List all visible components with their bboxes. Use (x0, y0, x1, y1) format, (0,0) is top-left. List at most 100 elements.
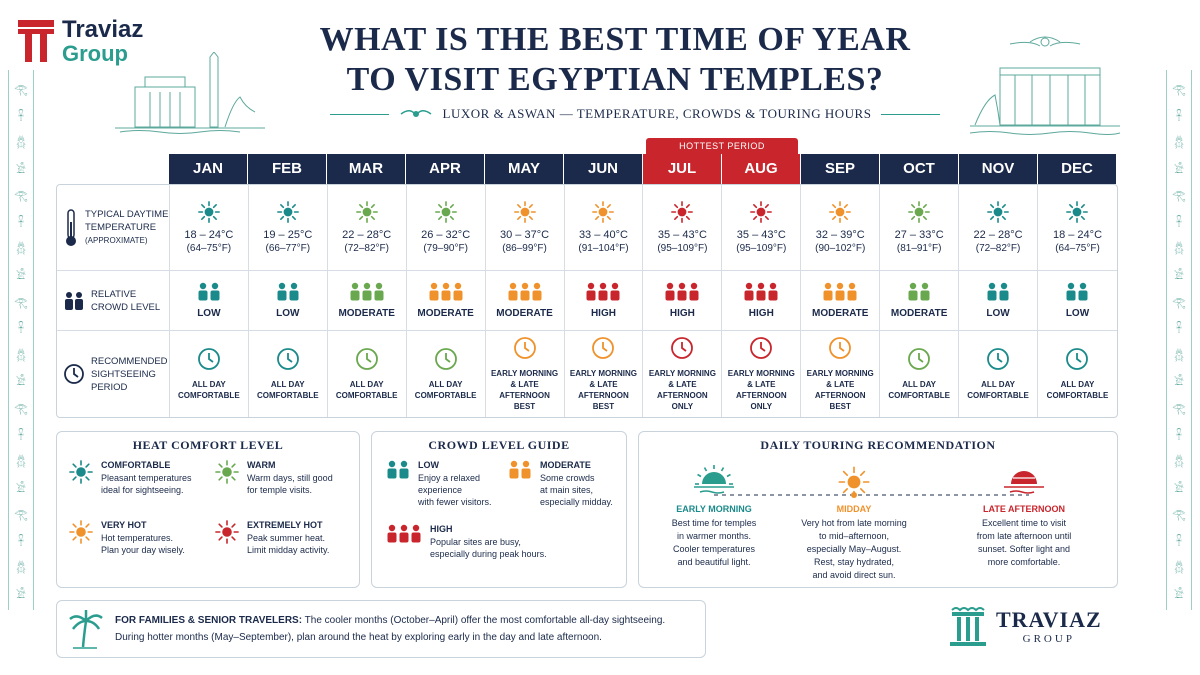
winged-sun-icon (400, 110, 431, 117)
touring-desc-line1: Excellent time to visit (981, 518, 1067, 528)
title-line-1: WHAT IS THE BEST TIME OF YEAR (319, 21, 911, 58)
heat-comfort-panel: HEAT COMFORT LEVEL COMFORTABLE Pleasant t… (56, 431, 360, 588)
month-header-sep[interactable]: SEP (801, 154, 880, 184)
crowd-icon (350, 282, 384, 301)
temp-cell: 33 – 40°C (91–104°F) (565, 185, 644, 270)
clock-icon (355, 348, 378, 370)
crowd-desc-line2: at main sites, (540, 485, 594, 495)
crowd-icon (509, 460, 531, 479)
touring-desc-line2: from late afternoon until (976, 531, 1072, 541)
temp-celsius: 32 – 39°C (815, 229, 865, 241)
temp-celsius: 35 – 43°C (657, 229, 707, 241)
crowd-desc-line1: Some crowds (540, 473, 595, 483)
temp-fahrenheit: (64–75°F) (186, 243, 232, 254)
heat-legend-text: COMFORTABLE Pleasant temperatures ideal fo… (101, 460, 192, 496)
sun-icon (592, 201, 615, 223)
crowd-legend-item-moderate: MODERATE Some crowds at main sites, especia… (508, 460, 613, 508)
sightseeing-line-2: & LATE AFTERNOON (578, 380, 629, 400)
sightseeing-period: ALL DAY COMFORTABLE (178, 379, 240, 401)
touring-item-title: EARLY MORNING (676, 504, 752, 514)
crowd-label-line1: RELATIVE (91, 288, 137, 300)
temp-fahrenheit: (91–104°F) (578, 243, 629, 254)
brand-bottom-line2: GROUP (1022, 633, 1075, 645)
temp-fahrenheit: (72–82°F) (344, 243, 389, 254)
temp-fahrenheit: (66–77°F) (265, 243, 311, 254)
month-header-aug[interactable]: AUG (722, 154, 801, 184)
sightseeing-row: RECOMMENDED SIGHTSEEING PERIOD ALL DAY CO… (57, 331, 1117, 417)
sun-icon (513, 201, 536, 223)
crowd-cell: HIGH (722, 271, 802, 330)
crowd-icon (908, 282, 930, 301)
temp-celsius: 22 – 28°C (973, 229, 1023, 241)
crowd-desc-line2: experience (418, 485, 463, 495)
brand-name-line2: Group (62, 41, 128, 66)
month-header-jun[interactable]: JUN (564, 154, 643, 184)
clock-icon (64, 364, 84, 384)
sightseeing-line-3: BEST (592, 402, 615, 411)
sightseeing-cell: ALL DAY COMFORTABLE (1038, 331, 1117, 417)
sightseeing-line-1: EARLY MORNING (569, 369, 638, 378)
sightseeing-line-3: ONLY (750, 402, 773, 411)
touring-desc-line1: Very hot from late morning (801, 518, 907, 528)
heat-legend-text: WARM Warm days, still good for temple visi… (247, 460, 333, 496)
month-header-mar[interactable]: MAR (327, 154, 406, 184)
month-header-dec[interactable]: DEC (1038, 154, 1117, 184)
crowd-icon (508, 282, 542, 301)
column-logo-icon (950, 607, 986, 646)
sun-icon (434, 201, 457, 223)
crowd-row: RELATIVE CROWD LEVEL LOW LOW MODERATE MODER… (57, 271, 1117, 331)
sightseeing-period: EARLY MORNING & LATE AFTERNOON BEST (486, 368, 564, 412)
temp-fahrenheit: (72–82°F) (975, 243, 1021, 254)
sightseeing-cell: ALL DAY COMFORTABLE (959, 331, 1039, 417)
sightseeing-cell: ALL DAY COMFORTABLE (170, 331, 249, 417)
month-header-may[interactable]: MAY (485, 154, 564, 184)
sightseeing-line-2: COMFORTABLE (888, 391, 950, 400)
crowd-level: HIGH (590, 308, 616, 319)
temp-fahrenheit: (90–102°F) (815, 243, 866, 254)
crowd-cell: LOW (959, 271, 1039, 330)
temp-celsius: 26 – 32°C (421, 229, 471, 241)
temp-cell: 32 – 39°C (90–102°F) (801, 185, 881, 270)
time-label-line3: PERIOD (91, 381, 128, 393)
touring-desc-line2: in warmer months. (676, 531, 752, 541)
temple-illustration-left (115, 52, 265, 134)
month-header-jul[interactable]: JUL (643, 154, 722, 184)
crowd-legend-text: MODERATE Some crowds at main sites, especia… (540, 460, 613, 508)
title-line-2: TO VISIT EGYPTIAN TEMPLES? (346, 61, 884, 98)
crowd-legend-desc: Enjoy a relaxed experience with fewer visi… (418, 472, 492, 508)
crowd-cell: LOW (1038, 271, 1117, 330)
heat-legend-item-extremely_hot: EXTREMELY HOT Peak summer heat. Limit midd… (215, 520, 329, 556)
crowd-icon (744, 282, 778, 301)
sightseeing-line-2: & LATE AFTERNOON (499, 380, 550, 400)
month-header-nov[interactable]: NOV (959, 154, 1038, 184)
sightseeing-cell: ALL DAY COMFORTABLE (249, 331, 328, 417)
sun-icon (987, 201, 1009, 223)
touring-item-desc: Best time for temples in warmer months. Co… (639, 517, 789, 569)
crowd-cell: MODERATE (880, 271, 960, 330)
touring-desc-line5: and avoid direct sun. (812, 570, 896, 580)
month-header-jan[interactable]: JAN (169, 154, 248, 184)
heat-desc-line1: Peak summer heat. (247, 533, 326, 543)
temp-celsius: 22 – 28°C (342, 229, 392, 241)
crowd-cell: HIGH (643, 271, 723, 330)
touring-item-desc: Very hot from late morning to mid–afterno… (779, 517, 929, 582)
sun-icon (197, 201, 220, 223)
crowd-legend-title: HIGH (430, 524, 453, 534)
brand-logo-bottom[interactable]: TRAVIAZ GROUP (948, 604, 1102, 648)
brand-logo[interactable]: Traviaz Group (16, 18, 143, 66)
temp-cell: 22 – 28°C (72–82°F) (328, 185, 407, 270)
sun-icon (215, 520, 239, 544)
month-header-feb[interactable]: FEB (248, 154, 327, 184)
heat-legend-title: VERY HOT (101, 520, 147, 530)
heat-legend-desc: Peak summer heat. Limit midday activity. (247, 532, 329, 556)
clock-icon (592, 337, 615, 359)
sun-icon (829, 201, 852, 223)
sightseeing-cell: ALL DAY COMFORTABLE (407, 331, 486, 417)
month-header-apr[interactable]: APR (406, 154, 485, 184)
clock-icon (513, 337, 536, 359)
month-header-oct[interactable]: OCT (880, 154, 959, 184)
sightseeing-line-3: ONLY (671, 402, 694, 411)
sightseeing-line-1: EARLY MORNING (648, 369, 716, 378)
heat-legend-desc: Pleasant temperatures ideal for sightseei… (101, 472, 192, 496)
